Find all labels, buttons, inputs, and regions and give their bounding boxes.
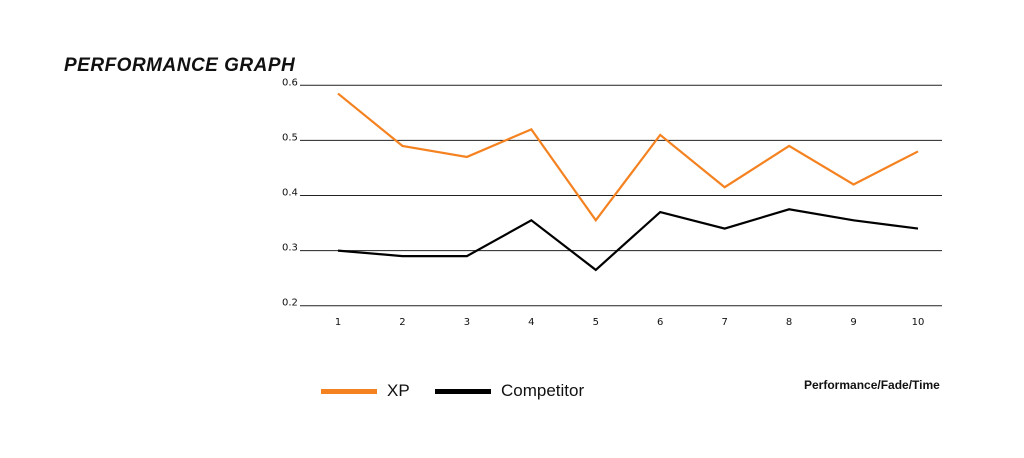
- x-tick-label: 5: [593, 317, 599, 328]
- x-tick-label: 1: [335, 317, 341, 328]
- legend-label-competitor: Competitor: [501, 381, 585, 400]
- x-tick-label: 8: [786, 317, 792, 328]
- x-tick-label: 2: [399, 317, 405, 328]
- x-tick-label: 10: [912, 317, 925, 328]
- x-tick-label: 6: [657, 317, 663, 328]
- y-tick-label: 0.2: [282, 298, 298, 309]
- y-tick-label: 0.6: [282, 77, 298, 88]
- series-line-xp: [337, 92, 919, 223]
- legend-label-xp: XP: [387, 381, 410, 400]
- y-tick-label: 0.4: [282, 188, 298, 199]
- legend-item-competitor: Competitor: [435, 381, 584, 401]
- chart-title: PERFORMANCE GRAPH: [64, 55, 296, 76]
- x-tick-label: 3: [464, 317, 470, 328]
- x-tick-label: 4: [528, 317, 534, 328]
- legend-item-xp: XP: [321, 381, 410, 401]
- legend-swatch-xp: [321, 388, 377, 394]
- legend-swatch-competitor: [435, 388, 491, 394]
- x-tick-label: 9: [850, 317, 856, 328]
- y-tick-label: 0.5: [282, 132, 298, 143]
- series-line-competitor: [337, 208, 919, 272]
- x-axis-label: Performance/Fade/Time: [804, 378, 940, 392]
- y-tick-label: 0.3: [282, 243, 298, 254]
- x-tick-label: 7: [721, 317, 727, 328]
